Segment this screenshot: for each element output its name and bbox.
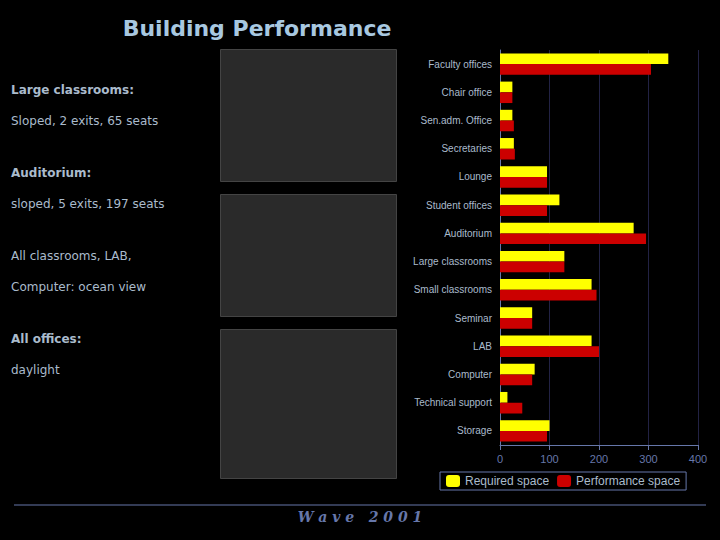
svg-text:Student offices: Student offices [426, 200, 492, 211]
svg-text:Performance space: Performance space [576, 474, 680, 488]
svg-text:200: 200 [590, 453, 608, 465]
svg-text:W a v e 2 0 0 1: W a v e 2 0 0 1 [298, 509, 423, 525]
svg-text:All classrooms, LAB,: All classrooms, LAB, [11, 249, 132, 263]
svg-text:Technical support: Technical support [414, 397, 492, 408]
svg-text:100: 100 [540, 453, 558, 465]
svg-text:daylight: daylight [11, 363, 60, 377]
svg-text:Computer: Computer [448, 369, 493, 380]
svg-text:Chair office: Chair office [442, 87, 493, 98]
svg-text:Small classrooms: Small classrooms [414, 284, 492, 295]
svg-text:Sen.adm. Office: Sen.adm. Office [420, 115, 492, 126]
svg-text:All offices:: All offices: [11, 332, 82, 346]
svg-text:Seminar: Seminar [455, 313, 493, 324]
svg-text:Secretaries: Secretaries [441, 143, 492, 154]
svg-text:0: 0 [497, 453, 503, 465]
svg-text:300: 300 [639, 453, 657, 465]
svg-text:Auditorium:: Auditorium: [11, 166, 91, 180]
svg-text:Computer: ocean view: Computer: ocean view [11, 280, 146, 294]
svg-text:Required space: Required space [465, 474, 549, 488]
svg-text:Auditorium: Auditorium [444, 228, 492, 239]
svg-text:Faculty offices: Faculty offices [428, 59, 492, 70]
svg-text:LAB: LAB [473, 341, 492, 352]
svg-text:Lounge: Lounge [459, 171, 493, 182]
svg-text:Storage: Storage [457, 425, 492, 436]
svg-text:Building Performance: Building Performance [123, 16, 392, 41]
svg-text:Large classrooms:: Large classrooms: [11, 83, 134, 97]
svg-text:sloped, 5 exits, 197 seats: sloped, 5 exits, 197 seats [11, 197, 164, 211]
svg-text:400: 400 [689, 453, 707, 465]
svg-text:Large classrooms: Large classrooms [413, 256, 492, 267]
svg-text:Sloped, 2 exits, 65 seats: Sloped, 2 exits, 65 seats [11, 114, 158, 128]
